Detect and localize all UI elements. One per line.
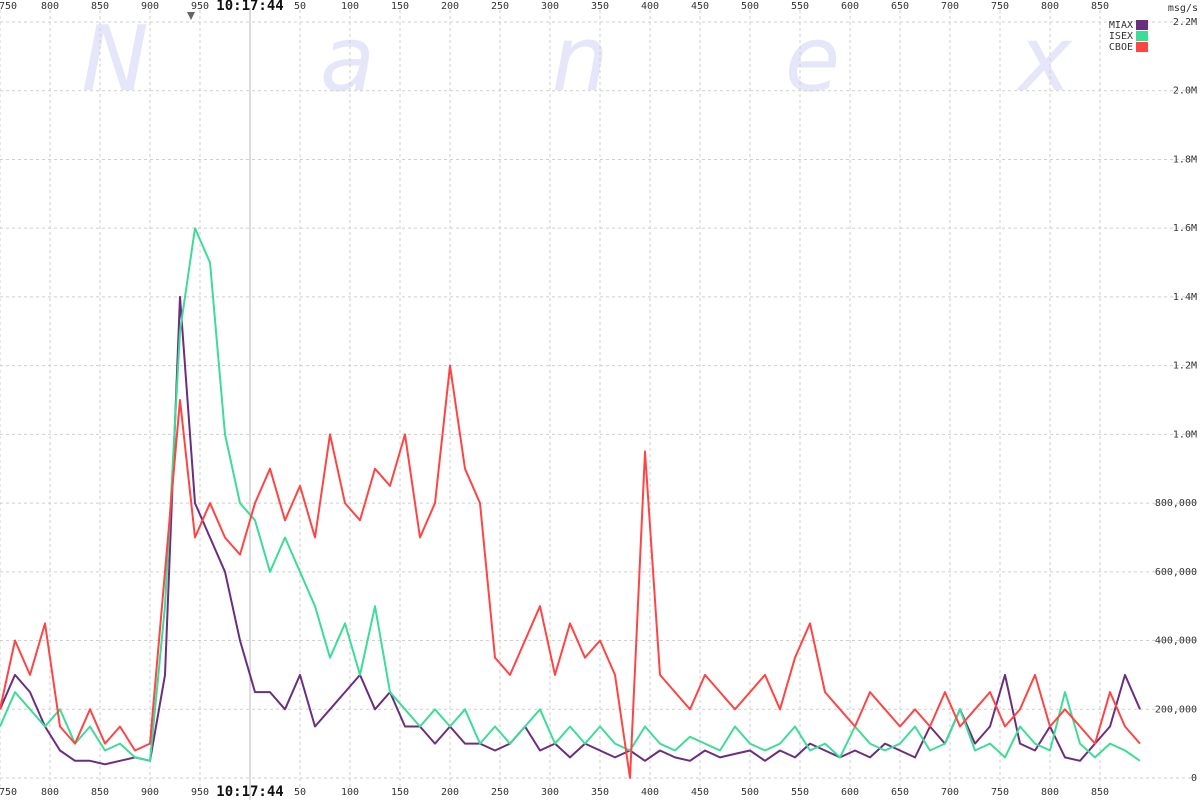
legend-swatch	[1136, 20, 1148, 30]
x-tick-label-top: 800	[1041, 1, 1059, 12]
y-tick-label: 400,000	[1155, 636, 1197, 647]
x-tick-label-bottom: 750	[991, 787, 1009, 798]
series-line	[0, 364, 1141, 779]
x-tick-label-top: 350	[591, 1, 609, 12]
x-tick-label-top: 500	[741, 1, 759, 12]
x-tick-label-top: 50	[294, 1, 306, 12]
x-tick-label-top: 10:17:44	[216, 0, 283, 14]
legend-label: CBOE	[1109, 42, 1133, 53]
legend-swatch	[1136, 42, 1148, 52]
x-tick-label-bottom: 100	[341, 787, 359, 798]
legend-label: MIAX	[1109, 20, 1133, 31]
x-tick-label-bottom: 550	[791, 787, 809, 798]
x-tick-label-top: 400	[641, 1, 659, 12]
watermark-letter: a	[320, 7, 375, 112]
y-tick-label: 2.2M	[1173, 17, 1197, 28]
y-tick-label: 600,000	[1155, 567, 1197, 578]
watermark-letter: x	[1015, 7, 1073, 112]
x-tick-label-top: 150	[391, 1, 409, 12]
x-tick-label-top: 650	[891, 1, 909, 12]
cursor-triangle	[187, 12, 195, 20]
x-tick-label-bottom: 850	[1091, 787, 1109, 798]
x-tick-label-bottom: 750	[0, 787, 17, 798]
watermark-letter: e	[785, 7, 840, 112]
x-tick-label-bottom: 500	[741, 787, 759, 798]
x-tick-label-top: 450	[691, 1, 709, 12]
y-tick-label: 1.6M	[1173, 223, 1197, 234]
x-tick-label-bottom: 300	[541, 787, 559, 798]
series-line	[0, 227, 1141, 762]
unit-label: msg/s	[1168, 3, 1198, 14]
x-tick-label-bottom: 50	[294, 787, 306, 798]
series-lines	[0, 227, 1141, 779]
x-tick-label-bottom: 200	[441, 787, 459, 798]
x-tick-label-bottom: 450	[691, 787, 709, 798]
x-tick-label-bottom: 650	[891, 787, 909, 798]
y-tick-label: 1.4M	[1173, 292, 1197, 303]
x-tick-label-top: 250	[491, 1, 509, 12]
x-tick-label-bottom: 600	[841, 787, 859, 798]
x-tick-label-bottom: 250	[491, 787, 509, 798]
x-tick-label-bottom: 950	[191, 787, 209, 798]
y-tick-label: 1.2M	[1173, 361, 1197, 372]
x-tick-label-bottom: 850	[91, 787, 109, 798]
legend-swatch	[1136, 31, 1148, 41]
x-tick-label-top: 800	[41, 1, 59, 12]
x-tick-label-top: 750	[991, 1, 1009, 12]
watermark-letter: N	[81, 7, 148, 112]
x-tick-label-bottom: 800	[41, 787, 59, 798]
x-tick-label-top: 850	[91, 1, 109, 12]
x-tick-label-bottom: 10:17:44	[216, 784, 283, 800]
x-tick-label-top: 850	[1091, 1, 1109, 12]
x-tick-label-top: 600	[841, 1, 859, 12]
x-tick-label-top: 200	[441, 1, 459, 12]
y-tick-label: 1.0M	[1173, 429, 1197, 440]
y-tick-label: 200,000	[1155, 704, 1197, 715]
x-tick-label-top: 300	[541, 1, 559, 12]
y-tick-label: 0	[1191, 773, 1197, 784]
x-tick-label-bottom: 800	[1041, 787, 1059, 798]
x-tick-label-top: 900	[141, 1, 159, 12]
y-tick-label: 1.8M	[1173, 154, 1197, 165]
x-tick-label-bottom: 150	[391, 787, 409, 798]
x-tick-label-top: 700	[941, 1, 959, 12]
x-tick-label-top: 750	[0, 1, 17, 12]
x-tick-label-top: 550	[791, 1, 809, 12]
y-tick-label: 800,000	[1155, 498, 1197, 509]
watermark-letter: n	[551, 7, 608, 112]
x-tick-label-bottom: 400	[641, 787, 659, 798]
y-tick-label: 2.0M	[1173, 86, 1197, 97]
x-tick-label-top: 100	[341, 1, 359, 12]
x-tick-label-top: 950	[191, 1, 209, 12]
x-tick-label-bottom: 350	[591, 787, 609, 798]
legend-label: ISEX	[1109, 31, 1133, 42]
x-tick-label-bottom: 900	[141, 787, 159, 798]
x-tick-label-bottom: 700	[941, 787, 959, 798]
